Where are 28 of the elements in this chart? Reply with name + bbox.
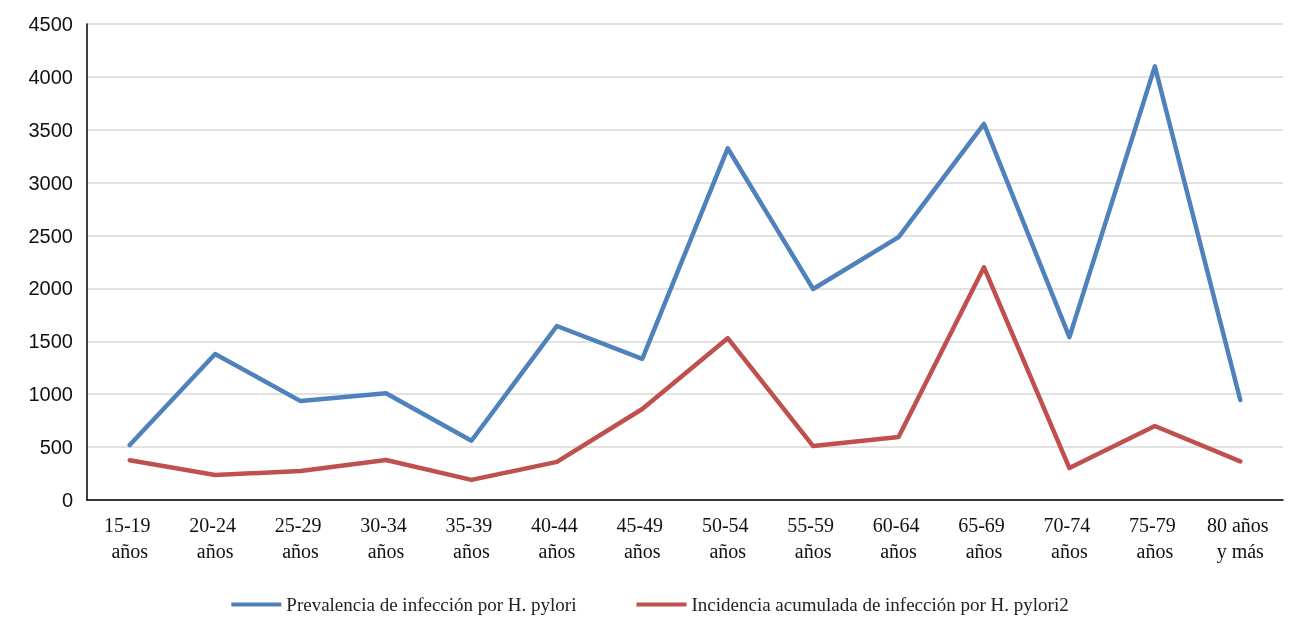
y-tick-label: 4000 <box>28 65 73 88</box>
y-tick-label: 3000 <box>28 171 73 194</box>
y-tick-label: 1000 <box>28 383 73 406</box>
line-series <box>127 64 1243 448</box>
x-tick-label: 65-69 años <box>958 514 1010 562</box>
y-tick-label: 3500 <box>28 118 73 141</box>
x-tick-label: 70-74 años <box>1043 514 1096 562</box>
x-tick-label: 40-44 años <box>531 514 583 562</box>
x-tick-label: 60-64 años <box>872 514 925 562</box>
line-series <box>127 265 1243 483</box>
y-tick-label: 500 <box>39 436 73 459</box>
x-tick-label: 75-79 años <box>1129 514 1181 562</box>
legend-label: Prevalencia de infección por H. pylori <box>286 594 577 615</box>
x-tick-label: 50-54 años <box>701 514 754 562</box>
x-tick-label: 80 años y más <box>1206 514 1274 563</box>
x-tick-label: 30-34 años <box>360 514 412 562</box>
x-tick-label: 35-39 años <box>445 514 498 562</box>
x-tick-label: 25-29 años <box>274 514 327 562</box>
x-tick-label: 55-59 años <box>787 514 839 562</box>
y-tick-label: 2500 <box>28 224 73 247</box>
y-tick-label: 4500 <box>28 13 73 35</box>
x-tick-label: 45-49 años <box>616 514 669 562</box>
x-tick-label: 20-24 años <box>189 514 241 562</box>
y-tick-label: 1500 <box>28 330 73 353</box>
y-tick-label: 0 <box>61 489 73 511</box>
y-tick-label: 2000 <box>28 277 73 300</box>
legend-label: Incidencia acumulada de infección por H. pylori2 <box>691 594 1069 615</box>
x-tick-label: 15-19 años <box>103 514 156 562</box>
